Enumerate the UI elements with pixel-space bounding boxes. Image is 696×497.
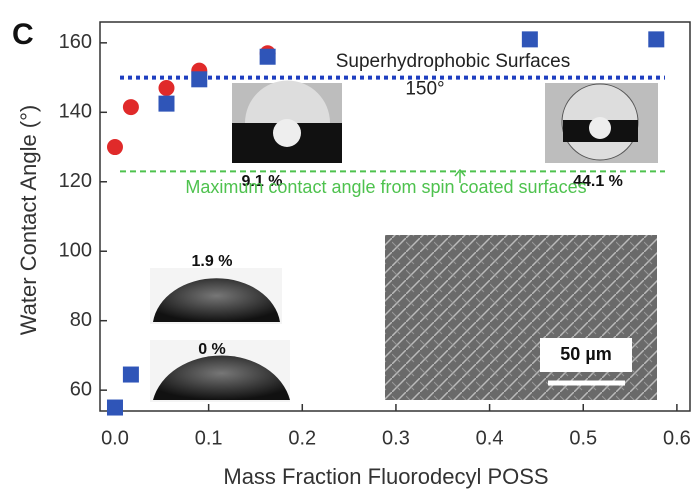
scale-bar-label: 50 µm: [560, 344, 611, 364]
inset-label: 0 %: [198, 341, 226, 358]
plot-frame: [99, 21, 691, 412]
panel-label: C: [12, 18, 34, 51]
data-point: [259, 48, 276, 65]
x-tick-label: 0.6: [663, 427, 691, 449]
y-tick-label: 100: [59, 240, 92, 262]
x-tick-label: 0.5: [569, 427, 597, 449]
y-tick-label: 160: [59, 31, 92, 53]
y-tick-label: 120: [59, 170, 92, 192]
x-axis-label: Mass Fraction Fluorodecyl POSS: [223, 464, 548, 489]
x-tick-label: 0.3: [382, 427, 410, 449]
data-point: [158, 95, 175, 112]
data-point: [106, 399, 123, 416]
inset-label: 1.9 %: [192, 253, 233, 270]
data-point: [122, 99, 139, 116]
inset-label: 44.1 %: [573, 173, 623, 190]
data-point: [648, 31, 665, 48]
y-tick-label: 60: [70, 378, 92, 400]
data-point: [106, 139, 123, 156]
x-tick-label: 0.1: [195, 427, 223, 449]
data-point: [521, 31, 538, 48]
data-point: [158, 79, 175, 96]
y-tick-label: 80: [70, 309, 92, 331]
inset-label: 9.1 %: [242, 173, 283, 190]
x-tick-label: 0.2: [288, 427, 316, 449]
arrow-head: [454, 168, 466, 177]
y-axis-label: Water Contact Angle (°): [16, 105, 41, 336]
data-point: [191, 71, 208, 88]
inset-photos: [150, 80, 658, 402]
data-point: [122, 366, 139, 383]
x-tick-label: 0.4: [476, 427, 504, 449]
reference-label: 150°: [405, 79, 444, 100]
reference-label: Maximum contact angle from spin coated s…: [185, 177, 586, 197]
x-tick-label: 0.0: [101, 427, 129, 449]
y-tick-label: 140: [59, 101, 92, 123]
annotation: Superhydrophobic Surfaces: [336, 51, 570, 72]
